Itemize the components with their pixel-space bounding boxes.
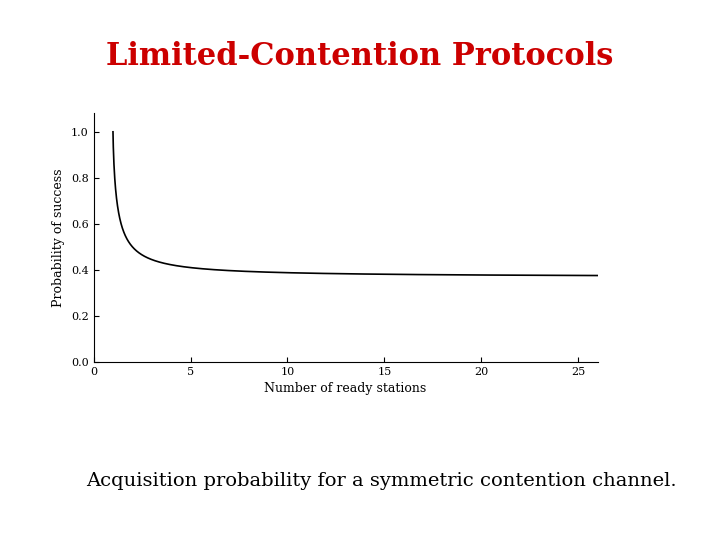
Text: Acquisition probability for a symmetric contention channel.: Acquisition probability for a symmetric … [86,471,677,490]
Y-axis label: Probability of success: Probability of success [53,168,66,307]
Text: Limited-Contention Protocols: Limited-Contention Protocols [107,41,613,72]
X-axis label: Number of ready stations: Number of ready stations [264,382,427,395]
